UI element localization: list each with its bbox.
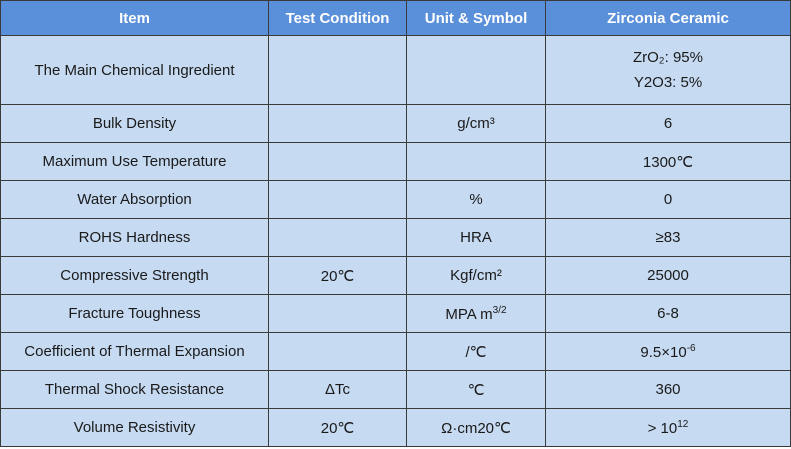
table-cell: ≥83 [545,218,791,257]
table-cell: 6-8 [545,294,791,333]
table-cell [406,142,546,181]
table-cell: Maximum Use Temperature [0,142,269,181]
table-row: Volume Resistivity 20℃ Ω·cm20℃ > 1012 [0,408,791,447]
table-row: ROHS Hardness HRA ≥83 [0,218,791,257]
superscript: -6 [686,342,696,354]
table-cell [268,332,407,371]
table-row: Thermal Shock Resistance ΔTc ℃ 360 [0,370,791,409]
table-cell: 0 [545,180,791,219]
table-cell: Fracture Toughness [0,294,269,333]
table-cell: 20℃ [268,408,407,447]
table-cell: Compressive Strength [0,256,269,295]
table-cell [406,35,546,105]
table-cell: 1300℃ [545,142,791,181]
table-cell: HRA [406,218,546,257]
table-cell: > 1012 [545,408,791,447]
table-cell: Thermal Shock Resistance [0,370,269,409]
table-cell [268,104,407,143]
table-body: The Main Chemical Ingredient ZrO₂: 95% Y2O… [0,35,791,447]
table-cell: /℃ [406,332,546,371]
header-row: Item Test Condition Unit & Symbol Zirconia … [0,0,791,36]
table-cell: Bulk Density [0,104,269,143]
table-cell: Water Absorption [0,180,269,219]
table-cell: 20℃ [268,256,407,295]
table-cell [268,218,407,257]
table-cell: ΔTc [268,370,407,409]
table-row: Coefficient of Thermal Expansion/℃ 9.5×10… [0,332,791,371]
table-cell: The Main Chemical Ingredient [0,35,269,105]
cell-line: Y2O3: 5% [633,74,703,91]
table-cell: Volume Resistivity [0,408,269,447]
table-cell [268,35,407,105]
table-cell [268,142,407,181]
header-cell: Zirconia Ceramic [545,0,791,36]
table-cell: g/cm³ [406,104,546,143]
table-cell: 25000 [545,256,791,295]
table-row: Fracture Toughness MPA m3/2 6-8 [0,294,791,333]
superscript: 12 [677,418,689,430]
table-cell: % [406,180,546,219]
cell-text: > 10 [647,419,678,437]
table-cell: Coefficient of Thermal Expansion [0,332,269,371]
table-cell: ℃ [406,370,546,409]
table-row: Compressive Strength 20℃ Kgf/cm² 25000 [0,256,791,295]
table-cell: ZrO₂: 95% Y2O3: 5% [545,35,791,105]
cell-text: 9.5×10 [640,343,687,361]
table-row: Water Absorption% 0 [0,180,791,219]
table-cell: ROHS Hardness [0,218,269,257]
table-cell: MPA m3/2 [406,294,546,333]
table-cell: 9.5×10-6 [545,332,791,371]
superscript: 3/2 [492,304,507,316]
header-cell: Test Condition [268,0,407,36]
table-cell [268,294,407,333]
table-cell: Ω·cm20℃ [406,408,546,447]
table-cell [268,180,407,219]
header-cell: Item [0,0,269,36]
table-row: Maximum Use Temperature 1300℃ [0,142,791,181]
cell-text: MPA m [445,305,493,323]
table-cell: 360 [545,370,791,409]
table-row: The Main Chemical Ingredient ZrO₂: 95% Y2O… [0,35,791,105]
cell-line: ZrO₂: 95% [632,49,703,66]
header-cell: Unit & Symbol [406,0,546,36]
table-row: Bulk Density g/cm³ 6 [0,104,791,143]
table-cell: 6 [545,104,791,143]
table-cell: Kgf/cm² [406,256,546,295]
